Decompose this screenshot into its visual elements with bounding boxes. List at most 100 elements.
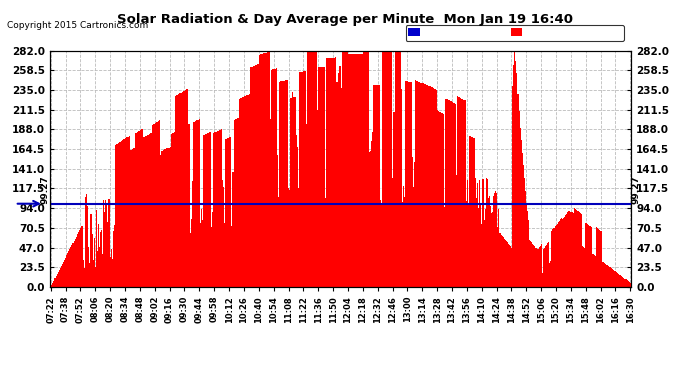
Bar [510,246,511,287]
Bar [351,54,352,287]
Bar [166,148,167,287]
Bar [367,51,368,287]
Bar [296,135,297,287]
Bar [370,152,371,287]
Bar [349,54,350,287]
Bar [260,54,261,287]
Bar [389,51,391,287]
Bar [478,208,480,287]
Bar [438,111,439,287]
Bar [256,64,257,287]
Bar [225,139,226,287]
Bar [615,272,616,287]
Bar [553,228,555,287]
Bar [571,212,573,287]
Text: 99.27: 99.27 [632,175,641,204]
Bar [222,180,223,287]
Bar [310,51,311,287]
Bar [231,226,233,287]
Bar [158,121,159,287]
Bar [282,81,284,287]
Bar [104,212,106,287]
Bar [516,73,518,287]
Bar [354,54,355,287]
Bar [328,58,329,287]
Bar [257,64,258,287]
Bar [426,85,427,287]
Bar [531,242,532,287]
Bar [95,267,96,287]
Bar [242,98,243,287]
Bar [298,188,299,287]
Bar [399,51,400,287]
Bar [369,152,370,287]
Bar [596,227,597,287]
Bar [259,55,260,287]
Bar [346,51,347,287]
Bar [173,133,174,287]
Bar [186,89,187,287]
Bar [472,137,473,287]
Bar [609,267,610,287]
Bar [345,51,346,287]
Bar [124,139,126,287]
Bar [388,51,389,287]
Bar [384,51,385,287]
Bar [513,65,514,287]
Bar [156,122,157,287]
Bar [562,219,563,287]
Bar [469,136,470,287]
Bar [295,97,296,287]
Bar [119,142,120,287]
Bar [286,80,288,287]
Bar [429,86,431,287]
Bar [313,51,314,287]
Text: 99.27: 99.27 [40,175,49,204]
Bar [480,205,482,287]
Bar [67,254,68,287]
Bar [187,88,188,287]
Bar [221,129,222,287]
Bar [175,96,176,287]
Bar [190,232,191,287]
Bar [418,82,419,287]
Bar [160,154,161,287]
Bar [471,136,472,287]
Bar [90,214,92,287]
Bar [79,230,80,287]
Bar [612,269,613,287]
Bar [155,123,156,287]
Bar [233,120,235,287]
Bar [442,113,443,287]
Bar [61,266,62,287]
Bar [621,276,622,287]
Bar [547,243,548,287]
Bar [330,58,331,287]
Bar [241,98,242,287]
Bar [223,187,224,287]
Bar [85,196,86,287]
Bar [342,51,343,287]
Bar [489,196,490,287]
Bar [417,81,418,287]
Bar [347,51,348,287]
Bar [96,210,97,287]
Bar [419,82,420,287]
Bar [68,251,69,287]
Bar [120,141,121,287]
Bar [106,202,108,287]
Bar [549,262,551,287]
Bar [352,54,353,287]
Bar [319,67,320,287]
Bar [474,138,475,287]
Bar [405,81,406,287]
Bar [444,207,446,287]
Bar [102,254,103,287]
Bar [450,101,451,287]
Bar [448,100,450,287]
Bar [416,81,417,287]
Bar [60,268,61,287]
Bar [573,208,575,287]
Bar [161,150,163,287]
Bar [140,130,141,287]
